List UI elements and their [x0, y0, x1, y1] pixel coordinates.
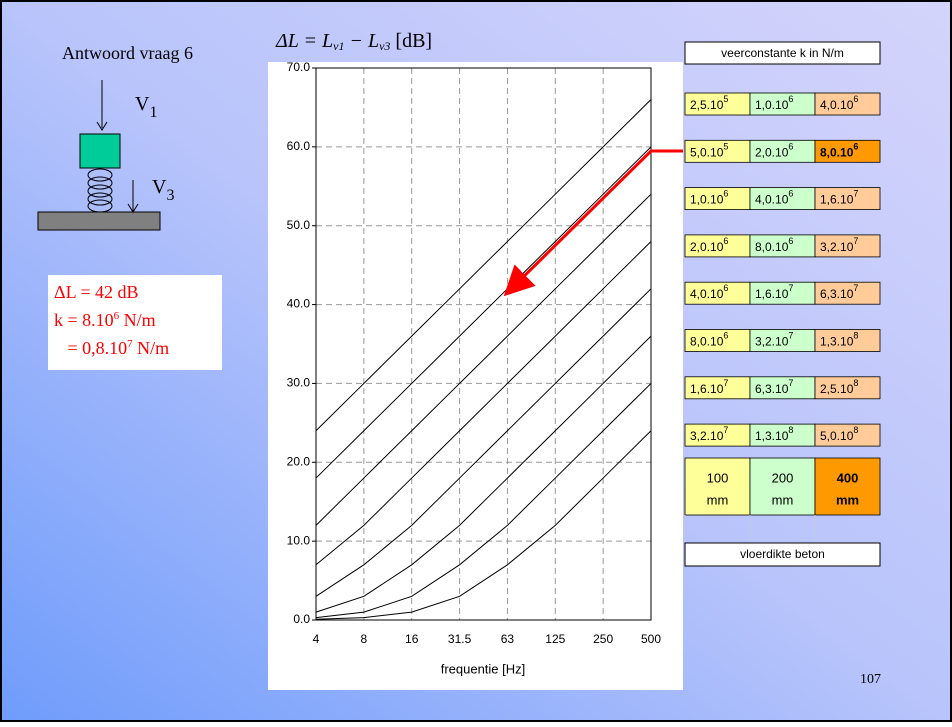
- x-tick-label: 63: [501, 632, 515, 646]
- line-series: [315, 193, 652, 526]
- y-tick-label: 0.0: [293, 612, 310, 626]
- heading: Antwoord vraag 6: [62, 43, 193, 63]
- cell-text: 1,0.106: [690, 189, 728, 207]
- x-tick-label: 500: [641, 632, 661, 646]
- y-tick-label: 70.0: [287, 60, 311, 74]
- answer-line: ΔL = 42 dB: [54, 282, 139, 302]
- table: veerconstante k in N/m 2,5.105 1,0.106 4,0.…: [684, 41, 881, 567]
- cell: [814, 92, 881, 116]
- mass: [79, 133, 121, 169]
- line-series: [315, 146, 652, 479]
- cell-text: 3,2.107: [820, 236, 858, 254]
- thickness-cell: [814, 457, 881, 516]
- thickness-unit: mm: [707, 492, 729, 507]
- cell-text: 3,2.107: [755, 331, 793, 349]
- x-tick-label: 16: [405, 632, 419, 646]
- v1-label: V1: [135, 93, 157, 121]
- cell-text: 1,6.107: [690, 378, 728, 396]
- cell-text: 3,2.107: [690, 425, 728, 443]
- chart-area: [268, 62, 683, 690]
- line-series: [315, 288, 652, 597]
- v3-label: V3: [152, 176, 174, 204]
- chart: 0.0 10.0 20.0 30.0 40.0 50.0 60.0 70.0 4 8 16 31.5 6…: [287, 60, 662, 646]
- chart-title: ΔL = Lv1 − Lv3 [dB]: [275, 30, 432, 53]
- cell-text: 8,0.106: [755, 236, 793, 254]
- cell: [814, 376, 881, 400]
- footer: vloerdikte beton: [740, 547, 825, 561]
- cell-text: 1,6.107: [755, 284, 793, 302]
- y-tick-label: 50.0: [287, 218, 311, 232]
- cell-text: 2,5.105: [690, 94, 728, 112]
- cell-text: 1,6.107: [820, 189, 858, 207]
- x-axis-label: frequentie [Hz]: [441, 661, 526, 676]
- footer-box: [684, 542, 881, 567]
- cell: [814, 329, 881, 352]
- thickness-value: 200: [772, 470, 794, 485]
- x-tick-label: 8: [361, 632, 368, 646]
- y-tick-label: 30.0: [287, 376, 311, 390]
- cell-text: 2,0.106: [755, 142, 793, 160]
- answer-line: = 0,8.107 N/m: [54, 338, 169, 359]
- header: veerconstante k in N/m: [721, 46, 844, 60]
- thickness-unit: mm: [772, 492, 794, 507]
- cell-text: 4,0.106: [820, 94, 858, 112]
- y-tick-label: 10.0: [287, 533, 311, 547]
- line-series: [315, 241, 652, 566]
- thickness-unit: mm: [836, 492, 859, 507]
- thickness-cell: [684, 457, 751, 516]
- cell: [814, 423, 881, 447]
- annotation-arrow: [503, 149, 683, 297]
- cell-text: 6,3.107: [755, 378, 793, 396]
- cell-text: 1,0.106: [755, 94, 793, 112]
- cell: [814, 234, 881, 258]
- cell-text: 6,3.107: [820, 284, 858, 302]
- line-series: [315, 335, 652, 613]
- cell: [814, 139, 881, 163]
- y-tick-label: 40.0: [287, 297, 311, 311]
- line-series: [315, 383, 652, 619]
- thickness-value: 100: [707, 470, 729, 485]
- thickness-value: 400: [837, 470, 859, 485]
- cell-text: 2,0.106: [690, 236, 728, 254]
- cell-text: 2,5.108: [820, 378, 858, 396]
- cell-text: 5,0.105: [690, 142, 728, 160]
- cell-text: 8,0.106: [820, 142, 858, 160]
- cell-text: 1,3.108: [755, 425, 793, 443]
- answer-line: k = 8.106 N/m: [54, 310, 156, 331]
- page-number: 107: [860, 672, 881, 687]
- cell-text: 4,0.106: [755, 189, 793, 207]
- answer-box: [48, 275, 222, 370]
- cell-text: 5,0.108: [820, 425, 858, 443]
- arrow-head: [96, 121, 108, 131]
- line-series: [315, 430, 652, 620]
- cell: [814, 281, 881, 305]
- plot-frame: [315, 67, 652, 621]
- floor: [37, 211, 161, 231]
- cell-text: 1,3.108: [820, 331, 858, 349]
- header-box: [684, 41, 881, 65]
- arrow-head: [127, 203, 139, 213]
- cell-text: 8,0.106: [690, 331, 728, 349]
- x-tick-label: 31.5: [448, 632, 472, 646]
- cell-text: 4,0.106: [690, 284, 728, 302]
- y-tick-label: 20.0: [287, 454, 311, 468]
- y-tick-label: 60.0: [287, 139, 311, 153]
- spring: [87, 168, 113, 213]
- answer: ΔL = 42 dB k = 8.106 N/m = 0,8.107 N/m: [54, 282, 169, 358]
- x-tick-label: 125: [545, 632, 565, 646]
- x-tick-label: 250: [593, 632, 613, 646]
- line-series: [315, 99, 652, 432]
- cell: [814, 187, 881, 211]
- x-tick-label: 4: [313, 632, 320, 646]
